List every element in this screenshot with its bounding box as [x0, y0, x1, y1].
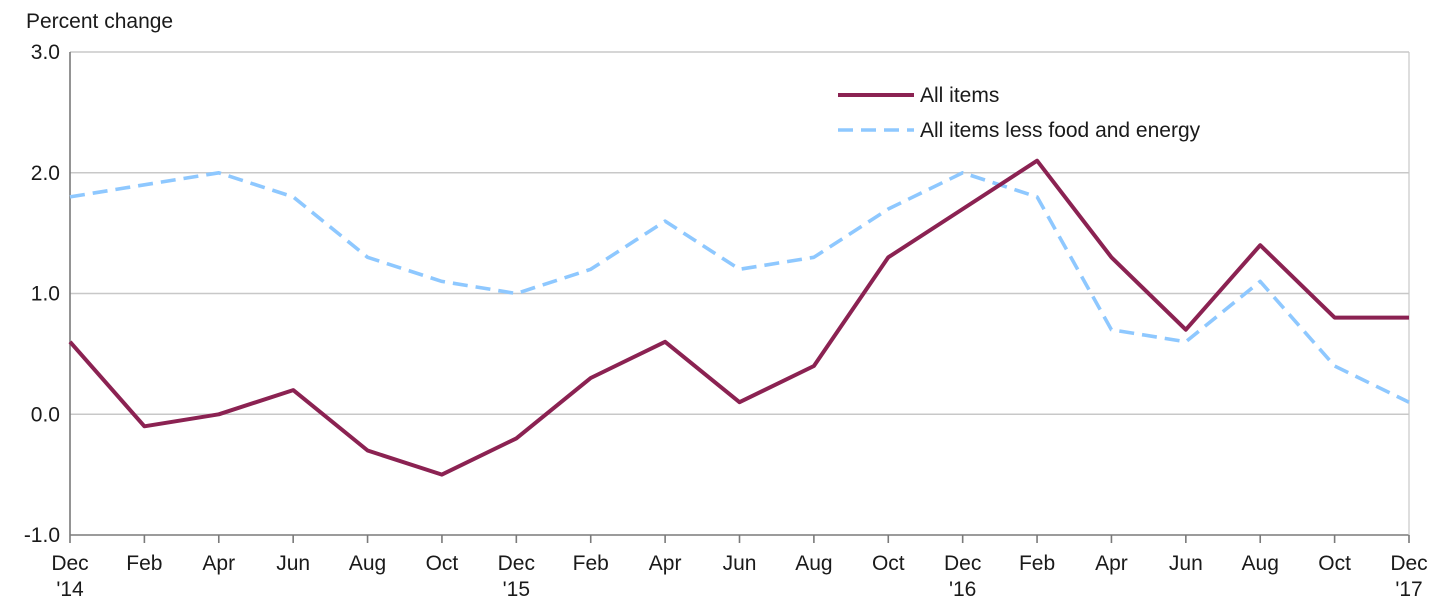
legend: All items All items less food and energy: [838, 84, 1201, 142]
x-tick-label: Feb: [1019, 552, 1055, 575]
x-tick-label: Jun: [723, 552, 757, 575]
gridlines: [70, 51, 1409, 416]
x-tick-label: Apr: [649, 552, 682, 575]
x-tick-label: Dec: [1390, 552, 1427, 575]
y-axis-ticks: -1.0 0.0 1.0 2.0 3.0: [24, 41, 60, 547]
axes: [69, 52, 1410, 543]
x-tick-label: Aug: [1242, 552, 1279, 575]
y-tick-label: 3.0: [31, 41, 60, 64]
x-tick-label: Oct: [426, 552, 459, 575]
x-axis-ticks: Dec '14 Feb Apr Jun Aug Oct Dec '15 Feb Apr Jun Aug O…: [51, 552, 1427, 598]
x-tick-label: Oct: [1318, 552, 1351, 575]
y-tick-label: 1.0: [31, 283, 60, 306]
series-line-all-items: [68, 158, 1409, 477]
x-tick-year-label: '17: [1395, 578, 1422, 598]
x-tick-year-label: '15: [503, 578, 530, 598]
x-tick-year-label: '14: [56, 578, 84, 598]
x-tick-label: Feb: [126, 552, 162, 575]
y-tick-label: -1.0: [24, 524, 60, 547]
x-tick-label: Jun: [276, 552, 310, 575]
x-tick-label: Aug: [349, 552, 386, 575]
x-tick-label: Feb: [573, 552, 609, 575]
x-tick-label: Dec: [498, 552, 535, 575]
y-axis-label: Percent change: [26, 10, 173, 33]
data-series: [68, 158, 1410, 477]
legend-label: All items less food and energy: [920, 119, 1201, 142]
x-tick-label: Dec: [51, 552, 88, 575]
x-tick-label: Jun: [1169, 552, 1203, 575]
series-line-core: [69, 171, 1410, 404]
x-tick-label: Aug: [795, 552, 832, 575]
y-tick-label: 2.0: [31, 162, 60, 185]
x-tick-label: Oct: [872, 552, 905, 575]
x-tick-label: Apr: [202, 552, 235, 575]
legend-label: All items: [920, 84, 999, 107]
y-tick-label: 0.0: [31, 403, 60, 426]
x-tick-label: Dec: [944, 552, 981, 575]
x-tick-label: Apr: [1095, 552, 1128, 575]
x-tick-year-label: '16: [949, 578, 976, 598]
